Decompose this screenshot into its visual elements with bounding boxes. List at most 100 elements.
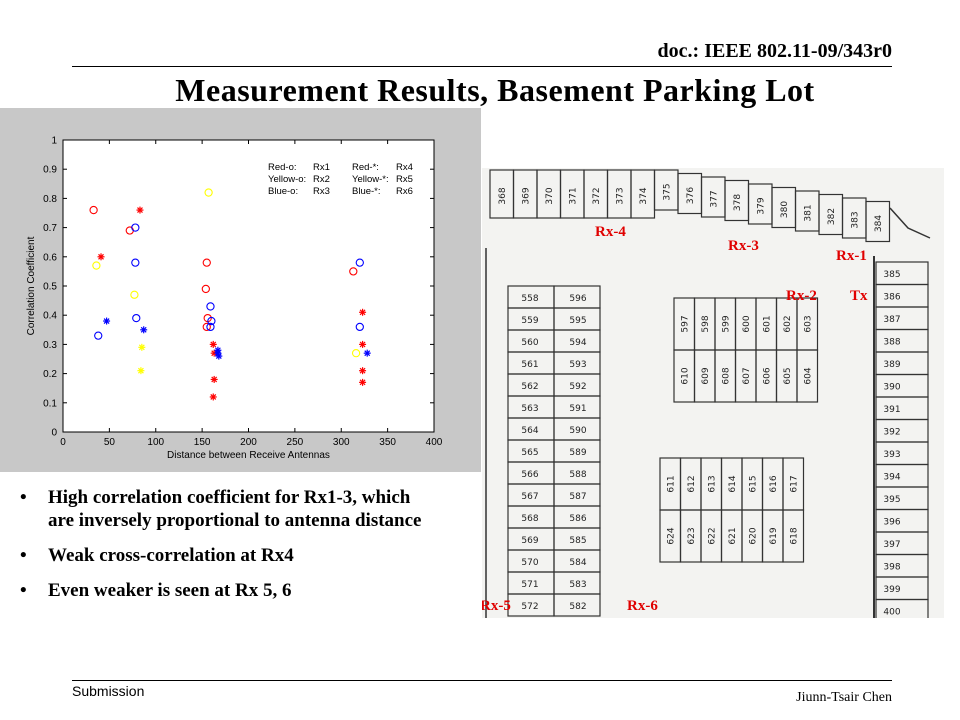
stall-number: 570 — [521, 558, 538, 568]
stall-number: 376 — [686, 187, 696, 204]
marker-star-Rx5 — [138, 343, 146, 351]
x-tick-label: 200 — [240, 437, 257, 448]
stall-number: 617 — [789, 475, 799, 492]
stall-number: 616 — [769, 475, 779, 492]
bullet-item: • High correlation coefficient for Rx1-3,… — [20, 486, 440, 532]
bullet-text: High correlation coefficient for Rx1-3, … — [48, 487, 422, 531]
stall-number: 371 — [568, 187, 578, 204]
plot-area — [62, 139, 435, 433]
marker-star-Rx4 — [136, 206, 144, 214]
y-axis-label: Correlation Coefficient — [26, 236, 37, 335]
position-label-tx: Tx — [850, 288, 868, 304]
stall-number: 618 — [789, 527, 799, 544]
stall-number: 611 — [666, 475, 676, 492]
marker-star-Rx6 — [103, 317, 111, 325]
stall-number: 374 — [639, 187, 649, 204]
stall-number: 564 — [521, 426, 538, 436]
stall-number: 388 — [883, 338, 900, 348]
stall-number: 387 — [883, 315, 900, 325]
legend-entry: Rx5 — [396, 174, 413, 185]
position-label-rx-2: Rx-2 — [786, 288, 817, 304]
star-stroke — [137, 367, 144, 374]
stall-number: 620 — [748, 527, 758, 544]
doc-id: doc.: IEEE 802.11-09/343r0 — [657, 40, 892, 62]
stall-number: 558 — [521, 294, 538, 304]
stall-number: 593 — [569, 360, 586, 370]
stall-number: 588 — [569, 470, 586, 480]
star-stroke — [137, 207, 143, 214]
stall-number: 398 — [883, 563, 900, 573]
stall-number: 598 — [701, 315, 711, 332]
y-tick-label: 0.7 — [43, 223, 57, 234]
stall-number: 614 — [728, 475, 738, 492]
stall-number: 602 — [783, 315, 793, 332]
marker-circle-Rx3 — [355, 258, 364, 267]
stall — [875, 598, 929, 618]
marker-star-Rx4 — [209, 340, 217, 348]
stall-number: 605 — [783, 367, 793, 384]
marker-circle-Rx3 — [94, 331, 103, 340]
stall-number: 394 — [883, 473, 900, 483]
stall-number: 383 — [850, 211, 860, 228]
stall-number: 571 — [521, 580, 538, 590]
marker-circle-Rx3 — [131, 258, 140, 267]
x-tick-label: 50 — [104, 437, 116, 448]
stall-number: 608 — [721, 367, 731, 384]
stall-number: 601 — [762, 315, 772, 332]
stall-number: 595 — [569, 316, 586, 326]
legend-entry: Yellow-*: — [352, 174, 389, 185]
marker-star-Rx4 — [210, 375, 218, 383]
marker-circle-Rx3 — [131, 223, 140, 232]
legend-entry: Rx1 — [313, 162, 330, 173]
stall-number: 559 — [521, 316, 538, 326]
footer-author: Jiunn-Tsair Chen — [796, 690, 892, 705]
stall-number: 399 — [883, 585, 900, 595]
y-tick-label: 1 — [51, 136, 57, 147]
stall-number: 599 — [721, 315, 731, 332]
stall-number: 606 — [762, 367, 772, 384]
stall — [782, 509, 805, 563]
stall-number: 382 — [827, 208, 837, 225]
stall — [553, 593, 601, 617]
marker-star-Rx4 — [359, 308, 367, 316]
stall-number: 594 — [569, 338, 586, 348]
footer-rule — [72, 680, 892, 681]
stall-number: 603 — [803, 315, 813, 332]
stall-number: 567 — [521, 492, 538, 502]
star-stroke — [364, 350, 371, 357]
right-stall-column — [875, 261, 929, 618]
center-block-lower — [659, 457, 805, 563]
legend-entry: Blue-*: — [352, 186, 381, 197]
legend-entry: Red-o: — [268, 162, 297, 173]
star-stroke — [210, 394, 217, 400]
marker-circle-Rx3 — [355, 322, 364, 332]
position-label-rx-3: Rx-3 — [728, 238, 759, 254]
stall-number: 572 — [521, 602, 538, 612]
stall-number: 385 — [883, 270, 900, 280]
legend-entry: Rx3 — [313, 186, 330, 197]
star-stroke — [138, 344, 145, 351]
x-tick-label: 350 — [379, 437, 396, 448]
stall-number: 375 — [662, 183, 672, 200]
stall-number: 393 — [883, 450, 900, 460]
marker-star-Rx4 — [359, 340, 367, 348]
stall-number: 389 — [883, 360, 900, 370]
star-stroke — [359, 379, 366, 386]
y-tick-label: 0.3 — [43, 340, 57, 351]
bullet-text: Weak cross-correlation at Rx4 — [48, 545, 294, 566]
stall — [796, 349, 819, 403]
stall-number: 619 — [769, 527, 779, 544]
legend-entry: Blue-o: — [268, 186, 298, 197]
bullet-dot-icon: • — [20, 580, 27, 601]
left-stall-columns — [507, 285, 601, 617]
star-stroke — [359, 367, 366, 374]
stall-number: 592 — [569, 382, 586, 392]
stall-number: 381 — [803, 204, 813, 221]
stall-number: 600 — [742, 315, 752, 332]
marker-star-Rx4 — [209, 393, 217, 401]
star-stroke — [103, 318, 110, 324]
y-tick-label: 0.4 — [43, 311, 57, 322]
stall-number: 377 — [709, 190, 719, 207]
legend-entry: Rx4 — [396, 162, 413, 173]
bullet-dot-icon: • — [20, 487, 27, 508]
